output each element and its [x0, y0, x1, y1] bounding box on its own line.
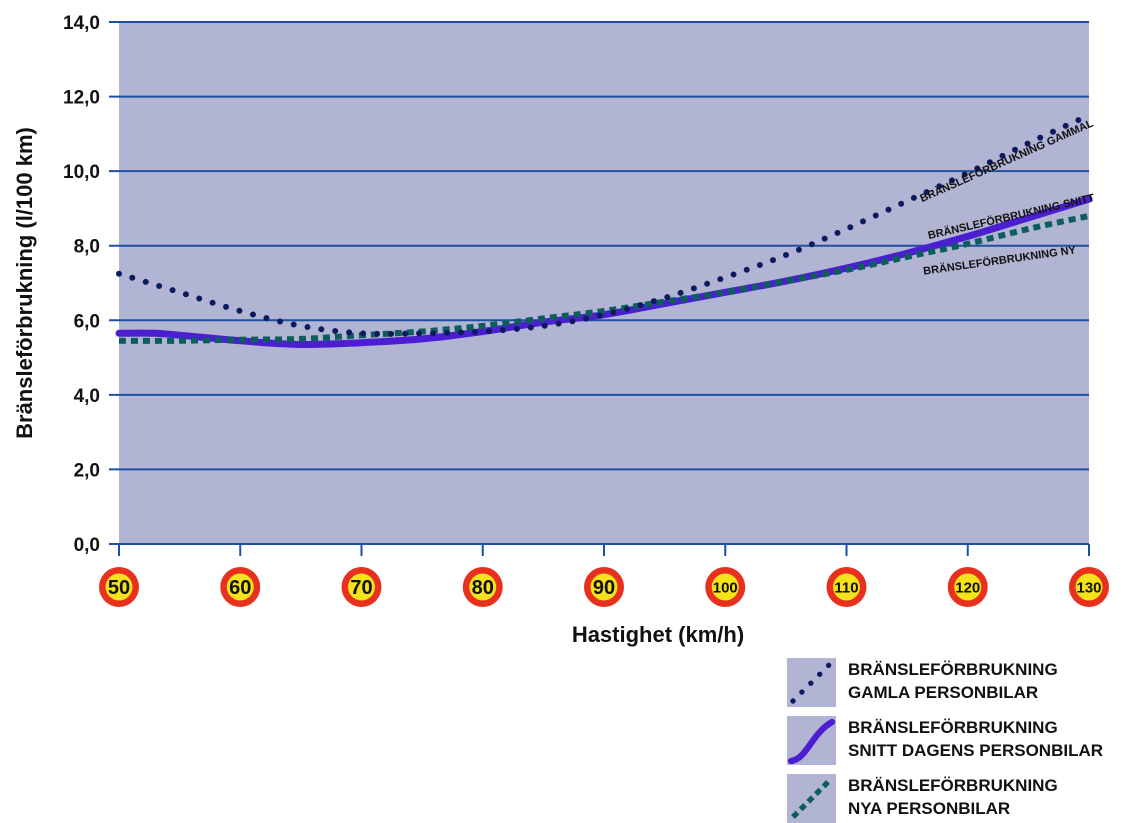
speed-sign-face	[954, 573, 982, 601]
legend-label-line1: BRÄNSLEFÖRBRUKNING	[848, 718, 1058, 737]
speed-sign-face	[711, 573, 739, 601]
legend-swatch-line	[787, 718, 836, 765]
speed-sign-tick: 120	[947, 567, 988, 607]
plot-background	[119, 22, 1089, 544]
y-tick-label: 6,0	[74, 311, 100, 332]
x-tick-label: 80	[472, 577, 494, 599]
series-lines	[115, 112, 1093, 349]
gridlines	[109, 21, 1089, 545]
y-tick-label: 10,0	[63, 162, 100, 183]
speed-sign-tick: 80	[462, 567, 503, 607]
x-tick-label: 50	[108, 577, 130, 599]
speed-sign-tick: 50	[99, 567, 139, 607]
speed-sign-face	[1075, 573, 1103, 601]
legend-label-line1: BRÄNSLEFÖRBRUKNING	[848, 776, 1058, 795]
x-tick-label: 70	[350, 577, 372, 599]
speed-sign-tick: 100	[705, 567, 746, 607]
legend-item-snitt: BRÄNSLEFÖRBRUKNING SNITT DAGENS PERSONBIL…	[787, 716, 1103, 765]
y-tick-label: 4,0	[74, 386, 100, 407]
x-tick-label: 120	[955, 579, 980, 596]
series-line-ny	[118, 212, 1090, 344]
speed-sign-tick: 70	[341, 567, 382, 607]
x-tick-label: 110	[834, 579, 858, 596]
y-tick-label: 0,0	[74, 535, 100, 556]
legend-swatch-line	[791, 778, 832, 819]
speed-sign-face	[348, 573, 375, 601]
speed-sign-face	[105, 573, 133, 601]
speed-sign-tick: 130	[1069, 567, 1109, 607]
x-tick-label: 130	[1076, 579, 1101, 596]
legend-label-line2: NYA PERSONBILAR	[848, 799, 1010, 818]
x-axis-speed-signs: 50 60 70 80 90 100 110 120 130	[99, 544, 1109, 607]
legend-item-ny: BRÄNSLEFÖRBRUKNING NYA PERSONBILAR	[787, 774, 1058, 823]
legend-label-line1: BRÄNSLEFÖRBRUKNING	[848, 660, 1058, 679]
speed-sign-face	[590, 573, 618, 601]
speed-sign-face	[469, 573, 497, 601]
x-tick-label: 60	[229, 577, 251, 599]
y-tick-label: 8,0	[74, 237, 100, 258]
legend-label-line2: SNITT DAGENS PERSONBILAR	[848, 741, 1103, 760]
y-axis-ticks: 0,0 2,0 4,0 6,0 8,0 10,0 12,0 14,0	[63, 13, 100, 556]
y-tick-label: 2,0	[74, 460, 100, 481]
speed-sign-tick: 60	[220, 567, 261, 607]
speed-sign-face	[833, 573, 860, 601]
legend-swatch-line	[790, 661, 833, 704]
legend-label-line2: GAMLA PERSONBILAR	[848, 683, 1038, 702]
legend-item-gammal: BRÄNSLEFÖRBRUKNING GAMLA PERSONBILAR	[787, 658, 1058, 707]
x-tick-label: 90	[593, 577, 615, 599]
y-tick-label: 14,0	[63, 13, 100, 34]
speed-sign-face	[226, 573, 254, 601]
series-line-gammal	[116, 112, 1092, 337]
x-axis-title: Hastighet (km/h)	[572, 622, 744, 647]
speed-sign-tick: 110	[826, 567, 867, 607]
x-tick-label: 100	[713, 579, 738, 596]
y-tick-label: 12,0	[63, 88, 100, 109]
speed-sign-tick: 90	[584, 567, 624, 607]
y-axis-title: Bränsleförbrukning (l/100 km)	[12, 127, 37, 439]
